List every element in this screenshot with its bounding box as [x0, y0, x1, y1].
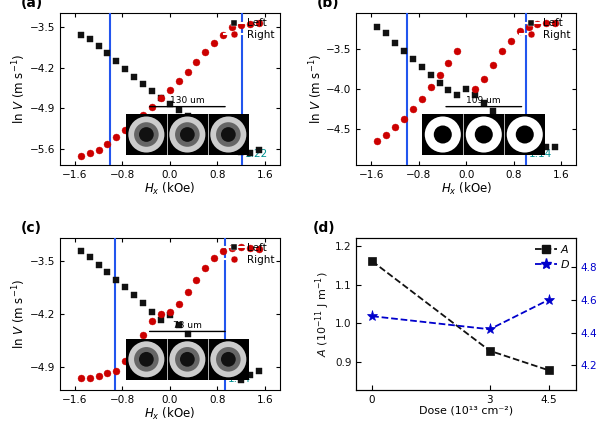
X-axis label: $H_x$ (kOe): $H_x$ (kOe) [440, 181, 492, 197]
X-axis label: $H_x$ (kOe): $H_x$ (kOe) [144, 406, 196, 422]
X-axis label: $H_x$ (kOe): $H_x$ (kOe) [144, 181, 196, 197]
Text: (d): (d) [313, 221, 335, 235]
Y-axis label: ln $V$ (m s$^{-1}$): ln $V$ (m s$^{-1}$) [307, 54, 325, 124]
Text: (b): (b) [317, 0, 340, 10]
Text: 1.04: 1.04 [228, 374, 251, 384]
Text: (c): (c) [20, 221, 41, 235]
Text: 1.22: 1.22 [245, 149, 268, 159]
Y-axis label: ln $V$ (m s$^{-1}$): ln $V$ (m s$^{-1}$) [11, 278, 28, 349]
Legend: Left, Right: Left, Right [518, 16, 573, 42]
Legend: Left, Right: Left, Right [222, 16, 277, 42]
Legend: $A$, $D$: $A$, $D$ [533, 241, 572, 272]
Legend: Left, Right: Left, Right [222, 241, 277, 267]
Y-axis label: ln $V$ (m s$^{-1}$): ln $V$ (m s$^{-1}$) [11, 54, 28, 124]
Y-axis label: $A$ (10$^{-11}$ J m$^{-1}$): $A$ (10$^{-11}$ J m$^{-1}$) [314, 271, 332, 356]
X-axis label: Dose (10¹³ cm⁻²): Dose (10¹³ cm⁻²) [419, 406, 513, 416]
Text: 1.14: 1.14 [529, 149, 552, 159]
Text: (a): (a) [20, 0, 43, 10]
